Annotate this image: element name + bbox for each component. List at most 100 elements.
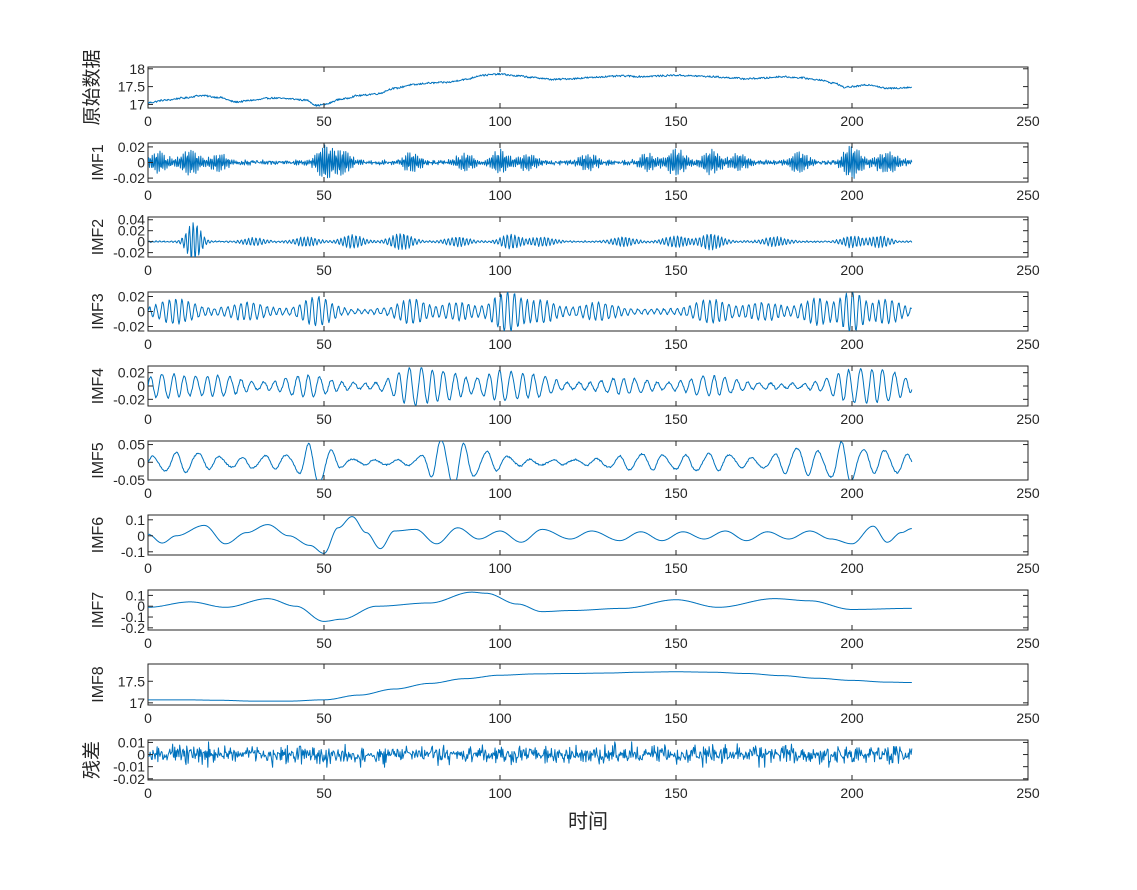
- series-line: [148, 72, 912, 107]
- x-axis-label: 时间: [568, 809, 608, 833]
- y-axis-label: IMF3: [90, 293, 107, 330]
- y-axis-label: IMF4: [90, 368, 107, 405]
- series-line: [148, 671, 912, 702]
- y-axis-label: IMF8: [90, 666, 107, 703]
- x-tick-label: 100: [488, 262, 512, 278]
- x-tick-label: 0: [144, 560, 152, 576]
- y-tick-label: -0.02: [113, 771, 145, 787]
- y-axis-label: IMF6: [90, 517, 107, 554]
- y-tick-label: 0.04: [118, 212, 145, 228]
- x-tick-label: 100: [488, 336, 512, 352]
- x-tick-label: 100: [488, 635, 512, 651]
- series-line: [148, 516, 912, 554]
- x-tick-label: 150: [664, 560, 688, 576]
- y-tick-label: 0: [137, 598, 145, 614]
- x-tick-label: 250: [1016, 635, 1040, 651]
- y-tick-label: 0.02: [118, 223, 145, 239]
- y-tick-label: 17.5: [118, 673, 145, 689]
- x-tick-label: 200: [840, 411, 864, 427]
- y-tick-label: -0.01: [113, 759, 145, 775]
- x-tick-label: 0: [144, 485, 152, 501]
- x-tick-label: 200: [840, 560, 864, 576]
- x-tick-label: 50: [316, 262, 332, 278]
- y-axis-label: IMF1: [90, 144, 107, 181]
- y-axis-label: 残差: [81, 741, 103, 779]
- x-tick-label: 250: [1016, 560, 1040, 576]
- series-line: [148, 222, 913, 257]
- x-tick-label: 100: [488, 785, 512, 801]
- x-tick-label: 50: [316, 411, 332, 427]
- x-tick-label: 0: [144, 411, 152, 427]
- axes-frame: [147, 440, 1029, 481]
- series-line: [148, 441, 913, 480]
- series-line: [148, 367, 913, 406]
- x-tick-label: 50: [316, 336, 332, 352]
- y-tick-label: -0.1: [121, 609, 145, 625]
- axes-frame: [147, 663, 1029, 706]
- y-tick-label: 0.02: [118, 139, 145, 155]
- y-tick-label: 0.02: [118, 365, 145, 381]
- y-tick-label: 0: [137, 747, 145, 763]
- series-line: [148, 144, 913, 179]
- y-axis-label: IMF5: [90, 442, 107, 479]
- x-tick-label: 50: [316, 560, 332, 576]
- y-tick-label: 17.5: [118, 79, 145, 95]
- y-tick-label: 0.02: [118, 289, 145, 305]
- y-tick-label: -0.02: [113, 245, 145, 261]
- y-tick-label: -0.1: [121, 544, 145, 560]
- y-tick-label: -0.02: [113, 170, 145, 186]
- y-axis-label: 原始数据: [81, 49, 103, 125]
- axes-frame: [147, 514, 1029, 556]
- x-tick-label: 50: [316, 187, 332, 203]
- x-tick-label: 250: [1016, 411, 1040, 427]
- y-tick-label: 17: [129, 96, 145, 112]
- x-tick-label: 150: [664, 635, 688, 651]
- x-tick-label: 200: [840, 485, 864, 501]
- x-tick-label: 100: [488, 710, 512, 726]
- subplot-9: 0 50 100 150 200 250 17 17.5 IMF8: [90, 663, 1040, 726]
- x-tick-label: 100: [488, 113, 512, 129]
- x-tick-label: 200: [840, 187, 864, 203]
- x-tick-label: 50: [316, 635, 332, 651]
- x-tick-label: 200: [840, 635, 864, 651]
- x-tick-label: 250: [1016, 113, 1040, 129]
- x-tick-label: 200: [840, 336, 864, 352]
- x-tick-label: 200: [840, 710, 864, 726]
- x-tick-label: 250: [1016, 710, 1040, 726]
- y-tick-label: -0.02: [113, 319, 145, 335]
- y-tick-label: 0.1: [126, 587, 146, 603]
- x-tick-label: 150: [664, 411, 688, 427]
- axes-frame: [147, 216, 1029, 258]
- y-tick-label: 0: [137, 155, 145, 171]
- x-tick-label: 150: [664, 113, 688, 129]
- x-tick-label: 0: [144, 785, 152, 801]
- y-tick-label: 0: [137, 528, 145, 544]
- x-tick-label: 50: [316, 710, 332, 726]
- x-tick-label: 250: [1016, 485, 1040, 501]
- y-tick-label: 0: [137, 454, 145, 470]
- y-tick-label: 0.01: [118, 734, 145, 750]
- series-line: [148, 741, 913, 768]
- x-tick-label: 100: [488, 187, 512, 203]
- x-tick-label: 250: [1016, 262, 1040, 278]
- x-tick-label: 0: [144, 710, 152, 726]
- x-tick-label: 200: [840, 262, 864, 278]
- y-axis-label: IMF7: [90, 592, 107, 629]
- y-tick-label: 0.1: [126, 512, 146, 528]
- x-tick-label: 150: [664, 336, 688, 352]
- x-tick-label: 50: [316, 113, 332, 129]
- x-tick-label: 100: [488, 560, 512, 576]
- x-tick-label: 200: [840, 113, 864, 129]
- x-tick-label: 0: [144, 336, 152, 352]
- x-tick-label: 50: [316, 485, 332, 501]
- x-tick-label: 0: [144, 262, 152, 278]
